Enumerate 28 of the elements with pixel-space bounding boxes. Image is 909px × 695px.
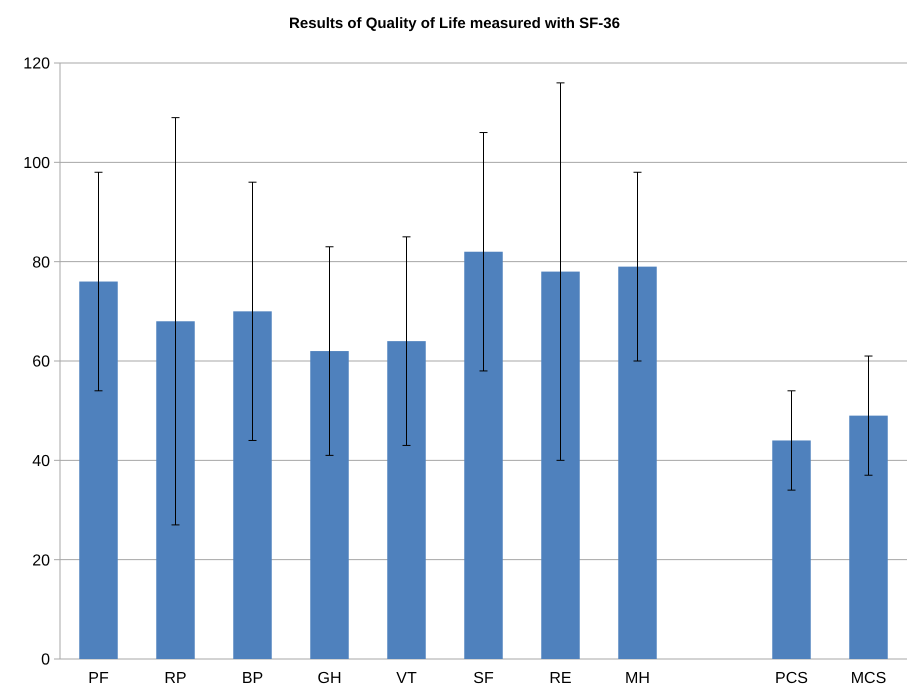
bar (79, 282, 118, 659)
x-tick-label: VT (396, 670, 417, 687)
x-tick-label: RE (549, 670, 572, 687)
bar (772, 440, 811, 659)
x-tick-label: PF (88, 670, 109, 687)
y-tick-label: 0 (41, 652, 50, 669)
y-tick-label: 60 (32, 354, 50, 371)
x-tick-label: MH (625, 670, 650, 687)
bar (541, 272, 580, 659)
x-tick-label: GH (318, 670, 342, 687)
bar (233, 311, 272, 659)
x-tick-label: PCS (775, 670, 808, 687)
x-tick-label: RP (164, 670, 187, 687)
y-tick-label: 100 (23, 154, 50, 172)
bar (849, 416, 888, 659)
bar (464, 252, 503, 659)
bar (387, 341, 426, 659)
y-tick-label: 40 (32, 452, 50, 470)
bar (156, 321, 195, 659)
bar (618, 266, 657, 659)
x-tick-label: BP (242, 670, 264, 687)
x-tick-label: SF (473, 670, 494, 687)
y-tick-label: 20 (32, 552, 50, 570)
y-tick-label: 80 (32, 254, 50, 272)
chart-title: Results of Quality of Life measured with SF-36 (289, 15, 620, 32)
x-tick-label: MCS (850, 670, 886, 687)
bar (310, 351, 349, 659)
y-tick-label: 120 (23, 56, 50, 73)
